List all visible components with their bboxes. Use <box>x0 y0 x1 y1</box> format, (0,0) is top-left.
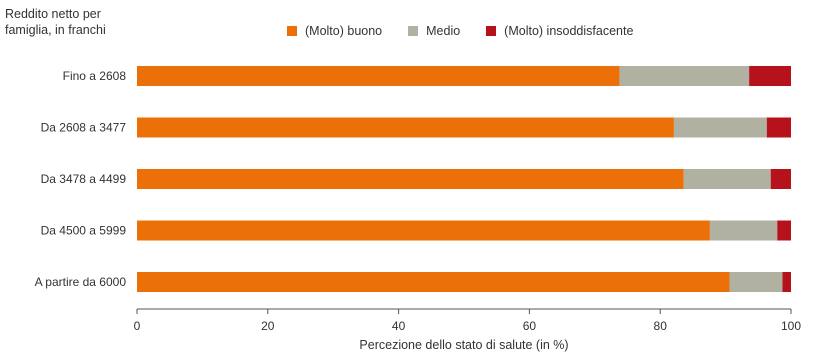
bar-segment-poor <box>782 272 791 292</box>
bar-segment-good <box>137 66 620 86</box>
legend: (Molto) buono Medio (Molto) insoddisface… <box>287 22 659 40</box>
legend-label-medium: Medio <box>426 24 461 38</box>
bar-segment-good <box>137 220 710 241</box>
legend-label-poor: (Molto) insoddisfacente <box>504 24 634 38</box>
bar-segment-good <box>137 169 684 189</box>
y-axis-title: Reddito netto per famiglia, in franchi <box>5 7 106 37</box>
bar-segment-good <box>137 272 730 292</box>
legend-swatch-medium <box>408 26 419 36</box>
category-label: Da 4500 a 5999 <box>41 224 127 238</box>
legend-item-poor: (Molto) insoddisfacente <box>486 24 633 38</box>
bar-segment-medium <box>683 169 771 189</box>
x-tick-label: 80 <box>654 319 668 333</box>
x-tick-label: 20 <box>261 319 275 333</box>
bar-segment-medium <box>729 272 783 292</box>
category-label: Da 2608 a 3477 <box>41 121 127 135</box>
bar-segment-medium <box>619 66 750 86</box>
legend-swatch-poor <box>486 26 497 36</box>
x-axis-ticks: 0 20 40 60 80 100 <box>134 309 801 333</box>
legend-item-medium: Medio <box>408 24 460 38</box>
legend-label-good: (Molto) buono <box>305 24 383 38</box>
bar-segment-poor <box>749 66 791 86</box>
category-label: A partire da 6000 <box>35 275 127 289</box>
bar-segment-medium <box>673 117 767 138</box>
bar-segment-poor <box>770 169 791 189</box>
x-tick-label: 60 <box>523 319 537 333</box>
x-tick-label: 40 <box>392 319 406 333</box>
legend-item-good: (Molto) buono <box>287 24 382 38</box>
category-label: Da 3478 a 4499 <box>41 172 127 186</box>
bar-segment-medium <box>709 220 778 241</box>
x-axis-title: Percezione dello stato di salute (in %) <box>359 338 568 352</box>
bar-segment-good <box>137 117 674 138</box>
plot-area: Fino a 2608 Da 2608 a 3477 Da 3478 a 4499 D… <box>35 66 791 292</box>
bar-segment-poor <box>777 220 791 241</box>
category-label: Fino a 2608 <box>63 69 127 83</box>
x-tick-label: 0 <box>134 319 141 333</box>
x-tick-label: 100 <box>781 319 801 333</box>
legend-swatch-good <box>287 26 297 36</box>
bar-segment-poor <box>766 117 791 138</box>
